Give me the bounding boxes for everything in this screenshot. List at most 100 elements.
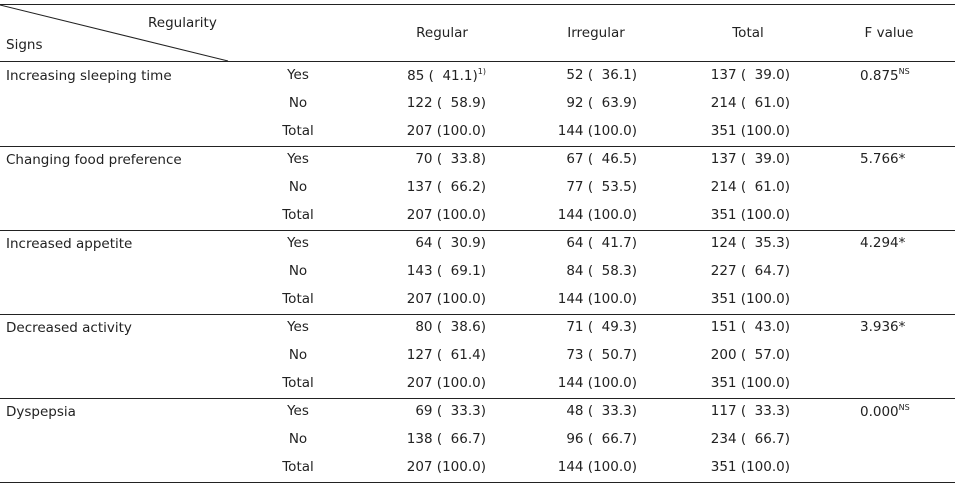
irregular-cell-value: 144 (100.0) xyxy=(557,459,637,475)
sign-label: Dyspepsia xyxy=(6,404,76,420)
regular-cell-value: 143 ( 69.1) xyxy=(406,263,486,279)
table-header: Regularity Signs Regular Irregular Total… xyxy=(0,5,955,62)
table-row: No 137 ( 66.2) 77 ( 53.5) 214 ( 61.0) xyxy=(0,174,955,202)
category-cell: Yes xyxy=(287,403,309,419)
regular-cell: 207 (100.0) xyxy=(360,123,486,139)
regular-cell: 207 (100.0) xyxy=(360,291,486,307)
regular-cell-value: 207 (100.0) xyxy=(406,459,486,475)
irregular-cell: 48 ( 33.3) xyxy=(520,403,637,419)
category-cell: Total xyxy=(282,207,314,223)
irregular-cell: 71 ( 49.3) xyxy=(520,319,637,335)
table-row: No 143 ( 69.1) 84 ( 58.3) 227 ( 64.7) xyxy=(0,258,955,286)
regular-cell-value: 207 (100.0) xyxy=(406,123,486,139)
regular-cell-value: 64 ( 30.9) xyxy=(415,235,486,251)
category-cell: Total xyxy=(282,123,314,139)
irregular-cell-value: 144 (100.0) xyxy=(557,291,637,307)
total-cell-value: 227 ( 64.7) xyxy=(710,263,790,279)
regular-cell: 127 ( 61.4) xyxy=(360,347,486,363)
table-top-rule xyxy=(0,4,955,5)
significance-marker: NS xyxy=(898,67,910,76)
total-cell: 351 (100.0) xyxy=(680,459,790,475)
header-diagonal-line xyxy=(0,5,229,61)
sign-group: Increasing sleeping time 0.875NS Yes 85 ( 4… xyxy=(0,62,955,147)
table-row: Total 207 (100.0) 144 (100.0) 351 (100.0) xyxy=(0,202,955,230)
total-cell: 214 ( 61.0) xyxy=(680,95,790,111)
regular-cell: 143 ( 69.1) xyxy=(360,263,486,279)
irregular-cell-value: 73 ( 50.7) xyxy=(566,347,637,363)
total-cell: 137 ( 39.0) xyxy=(680,67,790,83)
f-value: 5.766* xyxy=(860,151,905,167)
table-row: Yes 80 ( 38.6) 71 ( 49.3) 151 ( 43.0) xyxy=(0,314,955,342)
regular-cell: 80 ( 38.6) xyxy=(360,319,486,335)
irregular-cell: 144 (100.0) xyxy=(520,123,637,139)
header-signs-label: Signs xyxy=(6,37,43,53)
category-cell: No xyxy=(288,431,308,447)
header-col-irregular: Irregular xyxy=(567,25,625,41)
irregular-cell-value: 67 ( 46.5) xyxy=(566,151,637,167)
total-cell-value: 214 ( 61.0) xyxy=(710,95,790,111)
irregular-cell: 144 (100.0) xyxy=(520,459,637,475)
total-cell: 137 ( 39.0) xyxy=(680,151,790,167)
irregular-cell: 64 ( 41.7) xyxy=(520,235,637,251)
sign-label: Increasing sleeping time xyxy=(6,68,172,84)
sign-group: Decreased activity 3.936* Yes 80 ( 38.6) 71 … xyxy=(0,314,955,399)
regular-cell: 70 ( 33.8) xyxy=(360,151,486,167)
regular-cell-value: 207 (100.0) xyxy=(406,207,486,223)
table-row: Total 207 (100.0) 144 (100.0) 351 (100.0) xyxy=(0,118,955,146)
irregular-cell: 73 ( 50.7) xyxy=(520,347,637,363)
table-row: Total 207 (100.0) 144 (100.0) 351 (100.0) xyxy=(0,286,955,314)
f-value: 0.875NS xyxy=(860,67,910,84)
total-cell: 227 ( 64.7) xyxy=(680,263,790,279)
total-cell-value: 200 ( 57.0) xyxy=(710,347,790,363)
sign-group: Increased appetite 4.294* Yes 64 ( 30.9) 64 … xyxy=(0,230,955,315)
regular-cell: 64 ( 30.9) xyxy=(360,235,486,251)
category-cell: No xyxy=(288,179,308,195)
table-row: No 127 ( 61.4) 73 ( 50.7) 200 ( 57.0) xyxy=(0,342,955,370)
regular-cell-value: 207 (100.0) xyxy=(406,291,486,307)
regular-cell: 85 ( 41.1)1) xyxy=(360,67,486,84)
irregular-cell-value: 144 (100.0) xyxy=(557,207,637,223)
regular-cell-value: 69 ( 33.3) xyxy=(415,403,486,419)
total-cell-value: 137 ( 39.0) xyxy=(710,67,790,83)
irregular-cell-value: 64 ( 41.7) xyxy=(566,235,637,251)
irregular-cell: 92 ( 63.9) xyxy=(520,95,637,111)
category-cell: Yes xyxy=(287,235,309,251)
sign-label: Increased appetite xyxy=(6,236,133,252)
irregular-cell-value: 52 ( 36.1) xyxy=(566,67,637,83)
irregular-cell-value: 92 ( 63.9) xyxy=(566,95,637,111)
f-value: 3.936* xyxy=(860,319,905,335)
table-row: Yes 69 ( 33.3) 48 ( 33.3) 117 ( 33.3) xyxy=(0,398,955,426)
regular-cell-value: 207 (100.0) xyxy=(406,375,486,391)
irregular-cell: 96 ( 66.7) xyxy=(520,431,637,447)
total-cell: 124 ( 35.3) xyxy=(680,235,790,251)
regular-cell: 137 ( 66.2) xyxy=(360,179,486,195)
regular-cell: 207 (100.0) xyxy=(360,459,486,475)
category-cell: Yes xyxy=(287,151,309,167)
category-cell: Total xyxy=(282,459,314,475)
f-value-number: 5.766* xyxy=(860,151,906,167)
total-cell-value: 351 (100.0) xyxy=(710,375,790,391)
sign-group: Changing food preference 5.766* Yes 70 ( 33… xyxy=(0,146,955,231)
total-cell: 151 ( 43.0) xyxy=(680,319,790,335)
table-row: Total 207 (100.0) 144 (100.0) 351 (100.0) xyxy=(0,370,955,398)
sign-label: Changing food preference xyxy=(6,152,182,168)
total-cell: 351 (100.0) xyxy=(680,291,790,307)
total-cell-value: 234 ( 66.7) xyxy=(710,431,790,447)
sign-label: Decreased activity xyxy=(6,320,132,336)
irregular-cell-value: 96 ( 66.7) xyxy=(566,431,637,447)
category-cell: Total xyxy=(282,375,314,391)
total-cell: 117 ( 33.3) xyxy=(680,403,790,419)
total-cell: 351 (100.0) xyxy=(680,207,790,223)
header-col-fvalue: F value xyxy=(864,25,914,41)
total-cell-value: 214 ( 61.0) xyxy=(710,179,790,195)
header-col-regular: Regular xyxy=(416,25,468,41)
category-cell: No xyxy=(288,263,308,279)
total-cell: 351 (100.0) xyxy=(680,375,790,391)
table-row: No 138 ( 66.7) 96 ( 66.7) 234 ( 66.7) xyxy=(0,426,955,454)
total-cell: 214 ( 61.0) xyxy=(680,179,790,195)
regular-cell-value: 127 ( 61.4) xyxy=(406,347,486,363)
regular-cell-value: 122 ( 58.9) xyxy=(406,95,486,111)
significance-marker: NS xyxy=(898,403,910,412)
f-value-number: 3.936* xyxy=(860,319,906,335)
regular-cell-value: 138 ( 66.7) xyxy=(406,431,486,447)
